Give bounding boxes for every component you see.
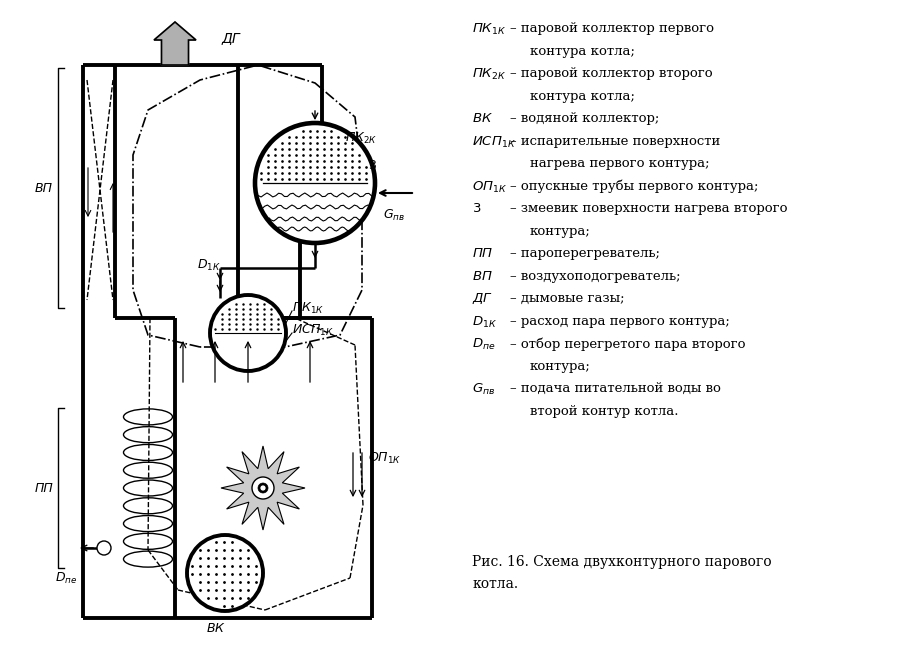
Text: $G_{пв}$: $G_{пв}$ — [383, 207, 405, 223]
Text: $\it{3}$: $\it{3}$ — [472, 202, 481, 215]
Text: котла.: котла. — [472, 577, 518, 591]
Text: $ПК_{1К}$: $ПК_{1К}$ — [292, 301, 324, 316]
FancyArrow shape — [154, 22, 196, 65]
Text: $ОП_{1К}$: $ОП_{1К}$ — [368, 450, 401, 466]
Text: $\it{ДГ}$: $\it{ДГ}$ — [472, 292, 493, 306]
Text: нагрева первого контура;: нагрева первого контура; — [530, 157, 710, 170]
Circle shape — [252, 477, 274, 499]
Text: – отбор перегретого пара второго: – отбор перегретого пара второго — [510, 337, 745, 350]
Circle shape — [255, 123, 375, 243]
Text: – пароперегреватель;: – пароперегреватель; — [510, 247, 660, 260]
Text: $ВК$: $ВК$ — [206, 622, 226, 635]
Text: – водяной коллектор;: – водяной коллектор; — [510, 112, 659, 125]
Circle shape — [97, 541, 111, 555]
Text: $ИСП_{1К}$: $ИСП_{1К}$ — [292, 323, 333, 338]
Text: $\it{ВП}$: $\it{ВП}$ — [472, 269, 493, 283]
Text: $ПК_{1К}$: $ПК_{1К}$ — [472, 22, 506, 37]
Circle shape — [210, 295, 286, 371]
Text: – испарительные поверхности: – испарительные поверхности — [510, 134, 721, 148]
Text: – змеевик поверхности нагрева второго: – змеевик поверхности нагрева второго — [510, 202, 788, 215]
Text: – подача питательной воды во: – подача питательной воды во — [510, 382, 721, 395]
Text: – расход пара первого контура;: – расход пара первого контура; — [510, 315, 730, 327]
Text: $ИСП_{1К}$: $ИСП_{1К}$ — [472, 134, 516, 150]
Text: $D_{пе}$: $D_{пе}$ — [472, 337, 496, 352]
Circle shape — [258, 483, 268, 493]
Text: контура;: контура; — [530, 360, 591, 372]
Text: контура котла;: контура котла; — [530, 90, 635, 102]
Text: $G_{пв}$: $G_{пв}$ — [472, 382, 496, 397]
Text: – дымовые газы;: – дымовые газы; — [510, 292, 624, 305]
Text: второй контур котла.: второй контур котла. — [530, 404, 678, 418]
Text: ПП: ПП — [34, 481, 53, 495]
Text: $ПК_{2К}$: $ПК_{2К}$ — [345, 130, 377, 146]
Text: – опускные трубы первого контура;: – опускные трубы первого контура; — [510, 180, 758, 193]
Text: $D_{1К}$: $D_{1К}$ — [472, 315, 497, 330]
Circle shape — [187, 535, 263, 611]
Text: $\it{ВК}$: $\it{ВК}$ — [472, 112, 493, 125]
Text: $D_{пе}$: $D_{пе}$ — [55, 571, 77, 586]
Text: ДГ: ДГ — [222, 31, 241, 45]
Text: – воздухоподогреватель;: – воздухоподогреватель; — [510, 269, 680, 283]
Text: ВП: ВП — [35, 182, 53, 194]
Text: $3$: $3$ — [368, 158, 377, 172]
Text: Рис. 16. Схема двухконтурного парового: Рис. 16. Схема двухконтурного парового — [472, 555, 772, 569]
Text: $ПК_{2К}$: $ПК_{2К}$ — [472, 67, 506, 82]
Text: $\it{ПП}$: $\it{ПП}$ — [472, 247, 494, 260]
Text: – паровой коллектор второго: – паровой коллектор второго — [510, 67, 712, 80]
Circle shape — [260, 485, 266, 491]
Text: $D_{1К}$: $D_{1К}$ — [197, 257, 220, 273]
Text: контура котла;: контура котла; — [530, 45, 635, 57]
Text: $ОП_{1К}$: $ОП_{1К}$ — [472, 180, 508, 195]
Polygon shape — [221, 446, 305, 530]
Text: контура;: контура; — [530, 225, 591, 237]
Text: – паровой коллектор первого: – паровой коллектор первого — [510, 22, 714, 35]
